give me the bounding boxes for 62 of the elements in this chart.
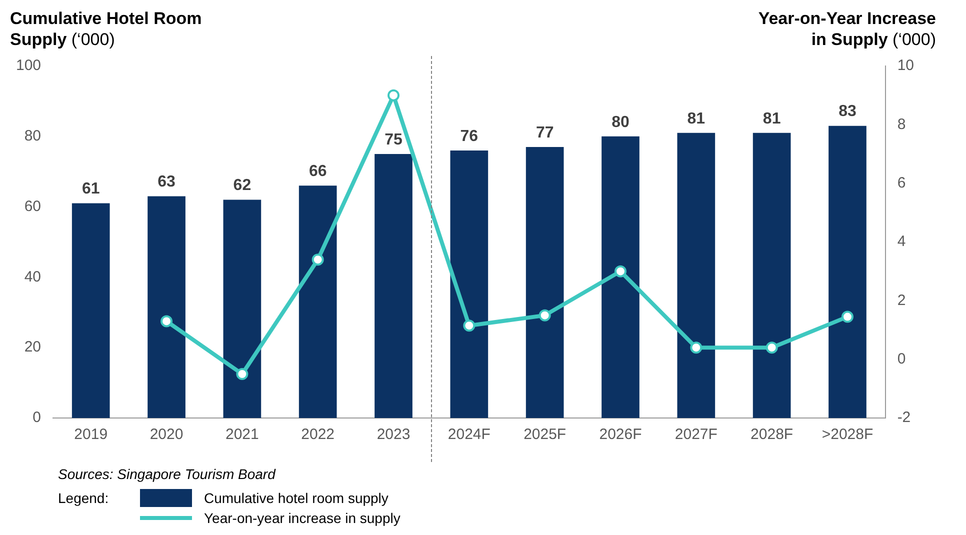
point [463, 320, 476, 332]
point [388, 89, 400, 102]
bar [828, 126, 866, 418]
y2-tick-label: 10 [897, 57, 914, 74]
x-tick-label: 2020 [150, 426, 184, 444]
y2-tick-label: 6 [897, 174, 906, 192]
y2-tick-label: 4 [897, 233, 906, 250]
x-tick-label: 2025F [524, 426, 566, 444]
data-label: 77 [536, 124, 554, 142]
x-tick-label: >2028F [822, 426, 874, 444]
bar [602, 136, 640, 418]
point [841, 310, 854, 323]
y2-tick-label: 0 [897, 350, 906, 368]
legend-label: Year-on-year increase in supply [204, 510, 400, 526]
point [614, 265, 626, 278]
y2-tick-label: 8 [897, 116, 906, 133]
y2-tick-label: 2 [897, 292, 906, 309]
data-label: 75 [384, 131, 403, 148]
point [690, 342, 702, 354]
x-tick-label: 2027F [674, 426, 718, 444]
data-label: 80 [612, 114, 630, 131]
legend-label: Cumulative hotel room supply [204, 490, 388, 506]
data-label: 61 [82, 180, 100, 198]
x-tick-label: 2024F [448, 426, 490, 444]
x-tick-label: 2028F [750, 426, 794, 444]
y2-axis-title: Year-on-Year Increase in Supply (‘000) [757, 8, 936, 50]
source-note: Sources: Singapore Tourism Board [58, 466, 276, 482]
data-label: 63 [158, 174, 176, 191]
point [312, 254, 324, 266]
bar [148, 196, 186, 418]
data-label: 66 [308, 163, 327, 180]
y-tick-label: 0 [32, 409, 42, 426]
x-tick-label: 2019 [74, 426, 108, 444]
y-tick-label: 60 [24, 198, 42, 215]
bar [526, 146, 564, 418]
y2-tick-label: -2 [897, 409, 911, 426]
bar [374, 154, 412, 418]
data-label: 76 [460, 128, 478, 145]
x-tick-label: 2022 [301, 426, 335, 444]
bar [298, 186, 337, 418]
y-tick-label: 20 [24, 338, 42, 356]
data-label: 81 [687, 110, 706, 128]
data-label: 83 [838, 103, 856, 120]
y-tick-label: 100 [16, 57, 42, 74]
bar [223, 200, 262, 418]
x-tick-label: 2023 [376, 426, 410, 444]
y-tick-label: 80 [24, 128, 42, 145]
bar [72, 203, 110, 418]
x-tick-label: 2026F [599, 426, 642, 444]
point [236, 368, 248, 380]
x-tick-label: 2021 [225, 426, 259, 444]
legend-title: Legend: [58, 490, 110, 506]
y-tick-label: 40 [24, 268, 42, 286]
y-axis-title: Cumulative Hotel Room Supply (‘000) [10, 8, 203, 50]
bar [677, 132, 716, 418]
point [766, 342, 778, 354]
bar [450, 150, 488, 418]
point [538, 309, 551, 322]
point [160, 315, 173, 328]
bar [752, 132, 791, 418]
data-label: 81 [762, 110, 781, 128]
data-label: 62 [233, 177, 252, 194]
